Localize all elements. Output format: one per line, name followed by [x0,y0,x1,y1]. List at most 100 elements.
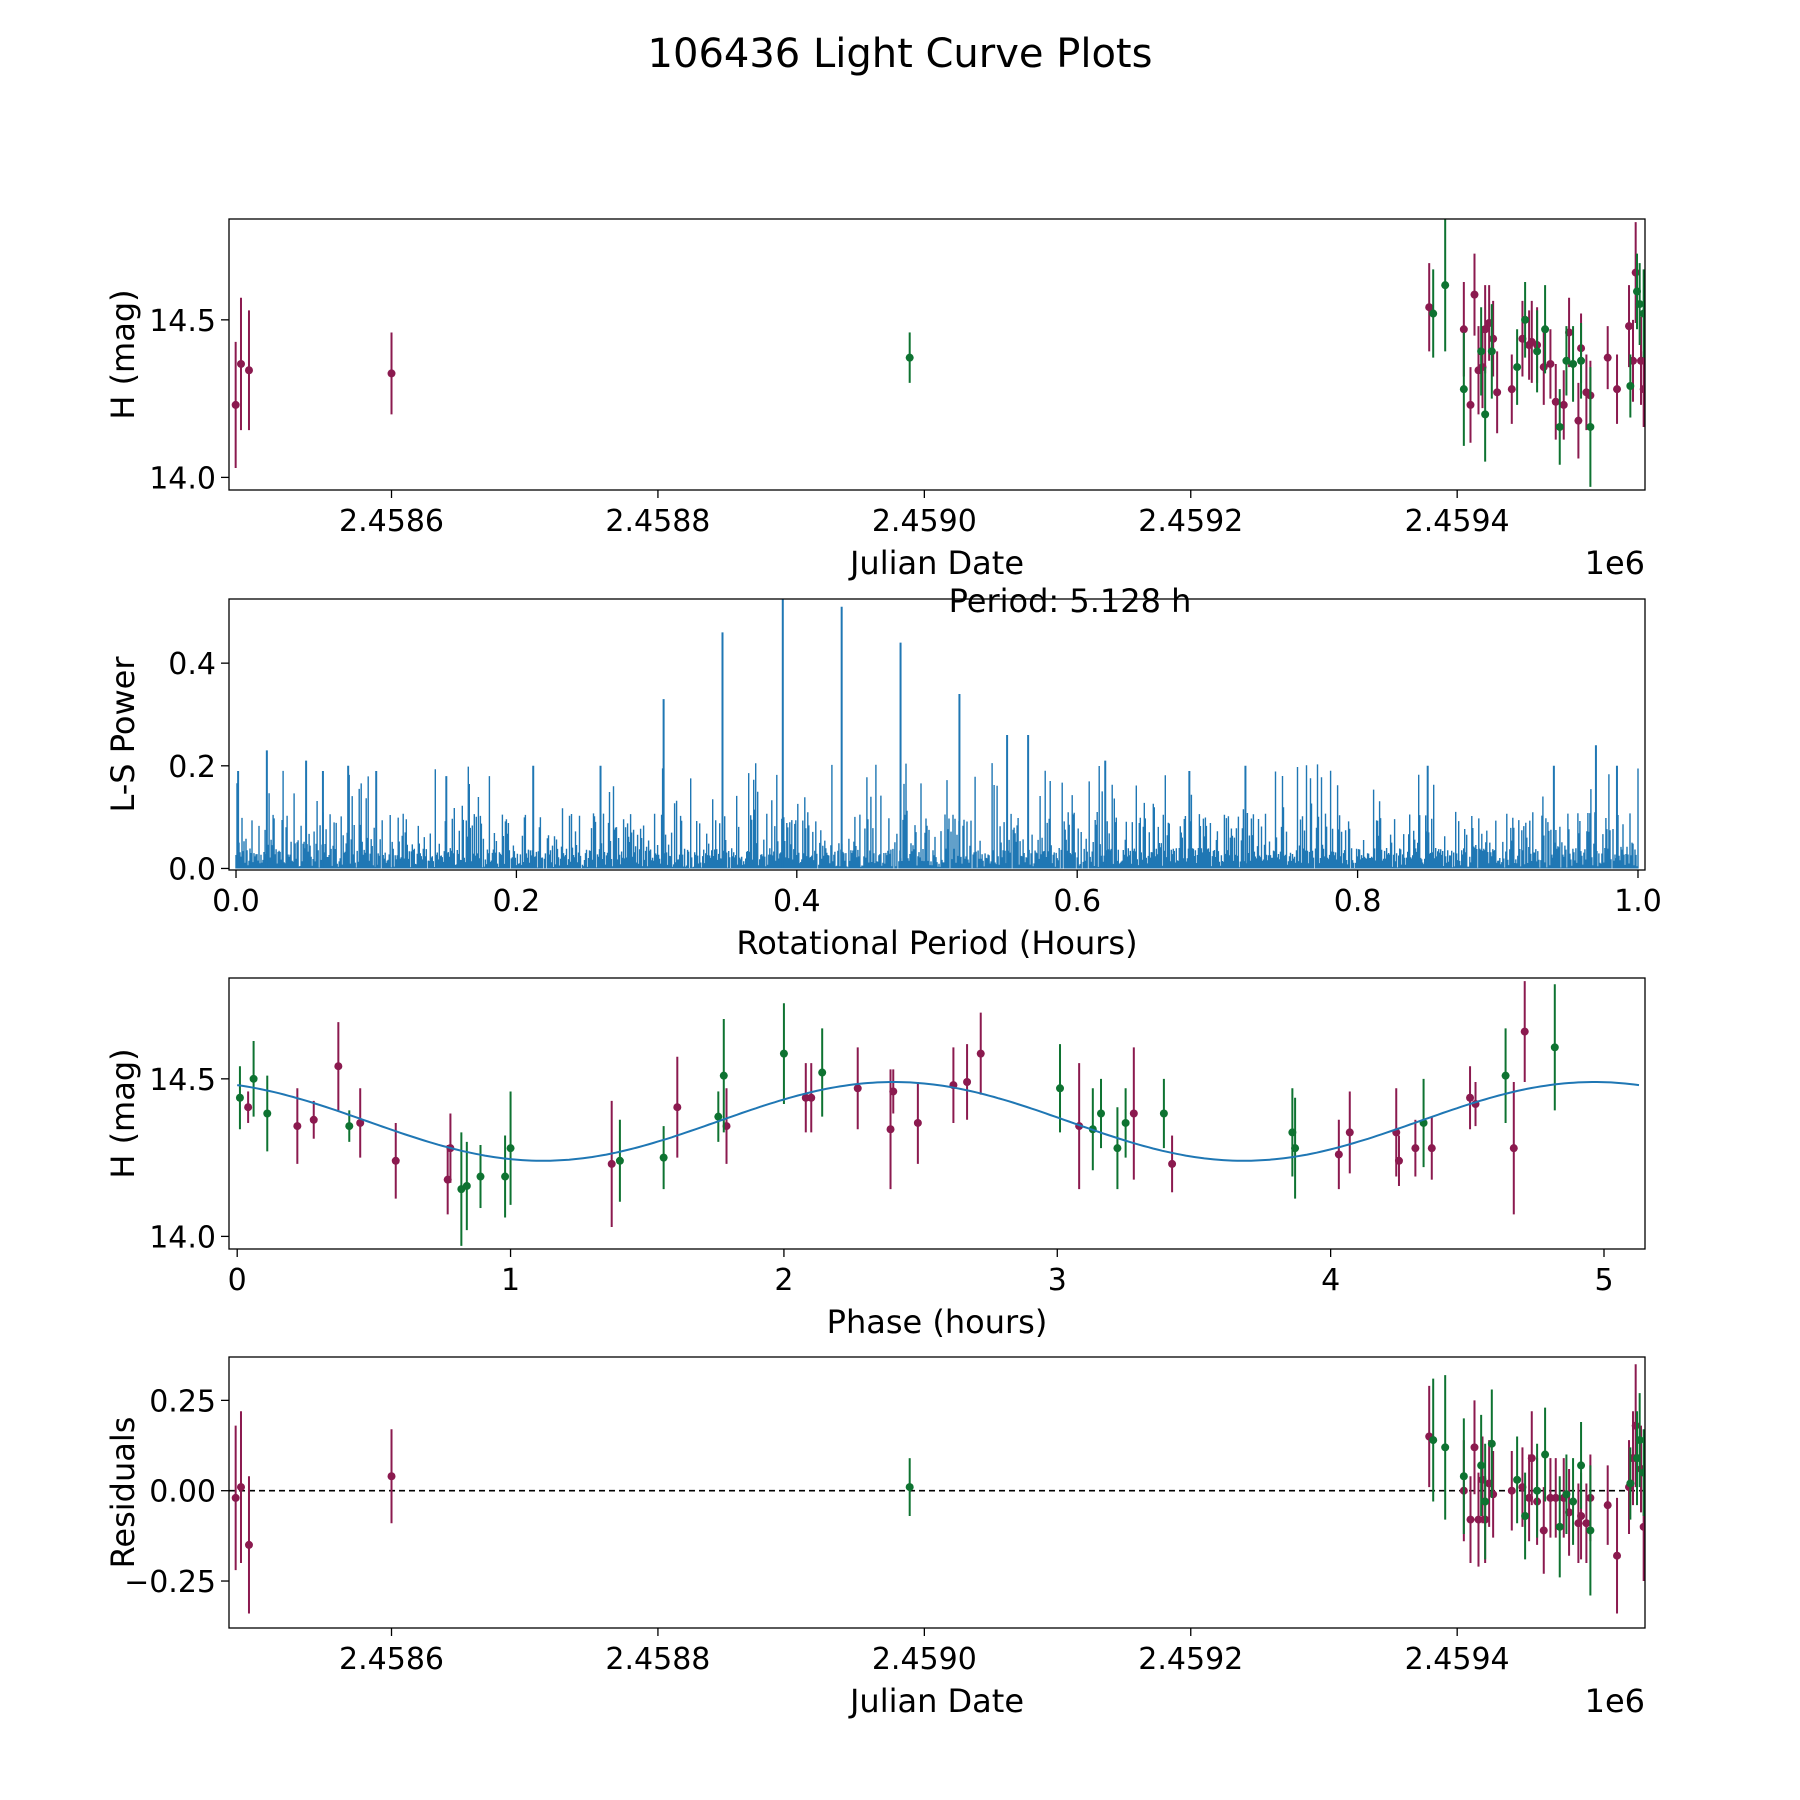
data-point [244,1103,253,1112]
data-point [1466,400,1475,409]
data-point [236,1483,245,1492]
data-point [387,1472,396,1481]
data-point [293,1122,302,1131]
x-tick-label: 0.4 [773,884,821,919]
data-point [976,1049,985,1058]
data-point [807,1093,816,1102]
data-point [1562,1490,1571,1499]
data-point [476,1172,485,1181]
data-point [913,1118,922,1127]
data-point [391,1156,400,1165]
data-point [1470,1443,1479,1452]
data-point [1056,1084,1065,1093]
data-point [1533,347,1542,356]
data-point [1481,1497,1490,1506]
data-point [719,1071,728,1080]
data-point [1487,347,1496,356]
data-point [659,1153,668,1162]
data-point [1551,397,1560,406]
x-tick-label: 2.4594 [1405,504,1510,539]
y-tick-label: −0.25 [124,1565,216,1600]
data-point [1507,1486,1516,1495]
data-point [1639,309,1645,318]
data-point [1121,1118,1130,1127]
data-point [1441,1443,1450,1452]
data-point [1345,1128,1354,1137]
x-axis-label: Phase (hours) [827,1303,1048,1341]
data-point [231,1493,240,1502]
data-point [1626,1479,1635,1488]
fit-curve [237,1081,1640,1162]
data-point [1603,1501,1612,1510]
data-point [673,1103,682,1112]
x-tick-label: 2.4590 [872,1642,977,1677]
data-point [309,1115,318,1124]
axes-frame [228,1356,1646,1629]
data-point [886,1125,895,1134]
data-point [345,1122,354,1131]
x-tick-label: 2.4588 [605,1642,710,1677]
y-tick-label: 0.4 [168,647,216,682]
data-point [1539,1526,1548,1535]
raw-light-curve-panel: 2.4586 2.4588 2.4590 2.4592 2.4594 14.0 14.5 Ju… [104,218,1646,582]
x-tick-label: 2.4592 [1138,1642,1243,1677]
data-point [1477,347,1486,356]
data-point [235,1093,244,1102]
data-point [1541,1450,1550,1459]
data-point [1559,400,1568,409]
data-point [1546,359,1555,368]
x-axis-label: Julian Date [848,1682,1024,1720]
data-point [1411,1144,1420,1153]
data-point [1562,356,1571,365]
data-point [1129,1109,1138,1118]
data-point [1639,1522,1645,1531]
periodogram-panel: Period: 5.128 h 0.0 0.2 0.4 0.6 0.8 1.0 0.0 0.2… [104,582,1662,962]
series-green [905,219,1645,487]
data-point [1635,1436,1644,1445]
data-point [1427,1144,1436,1153]
data-point [1639,1468,1645,1477]
x-tick-label: 0 [228,1263,247,1298]
x-tick-label: 2.4594 [1405,1642,1510,1677]
data-point [1577,1511,1586,1520]
data-point [1603,353,1612,362]
x-tick-label: 1.0 [1614,884,1662,919]
data-point [905,353,914,362]
data-point [905,1483,914,1492]
data-layer [231,1364,1645,1614]
data-point [1493,388,1502,397]
x-tick-label: 2.4592 [1138,504,1243,539]
data-point [506,1144,515,1153]
x-tick-label: 3 [1048,1263,1067,1298]
data-point [1097,1109,1106,1118]
data-point [1577,356,1586,365]
data-point [1429,309,1438,318]
data-point [1487,1439,1496,1448]
data-point [1474,1515,1483,1524]
x-tick-label: 5 [1594,1263,1613,1298]
data-point [1501,1071,1510,1080]
data-point [1551,1493,1560,1502]
x-tick-label: 0.2 [493,884,541,919]
data-point [1521,315,1530,324]
data-point [1631,268,1640,277]
data-point [1459,385,1468,394]
y-axis-label: L-S Power [104,656,142,813]
data-point [1509,1144,1518,1153]
data-point [1635,300,1644,309]
data-point [1470,290,1479,299]
x-axis-label: Rotational Period (Hours) [736,924,1137,962]
data-point [387,369,396,378]
data-point [818,1068,827,1077]
residuals-panel: 2.4586 2.4588 2.4590 2.4592 2.4594 0.25 0.00 −0… [104,1356,1646,1720]
data-point [1521,1511,1530,1520]
data-point [1555,1522,1564,1531]
data-point [462,1181,471,1190]
axes-frame [228,218,1646,491]
x-tick-label: 2.4590 [872,504,977,539]
series-red [231,222,1645,468]
y-tick-label: 14.5 [149,304,216,339]
data-point [249,1074,258,1083]
y-tick-label: 14.5 [149,1063,216,1098]
